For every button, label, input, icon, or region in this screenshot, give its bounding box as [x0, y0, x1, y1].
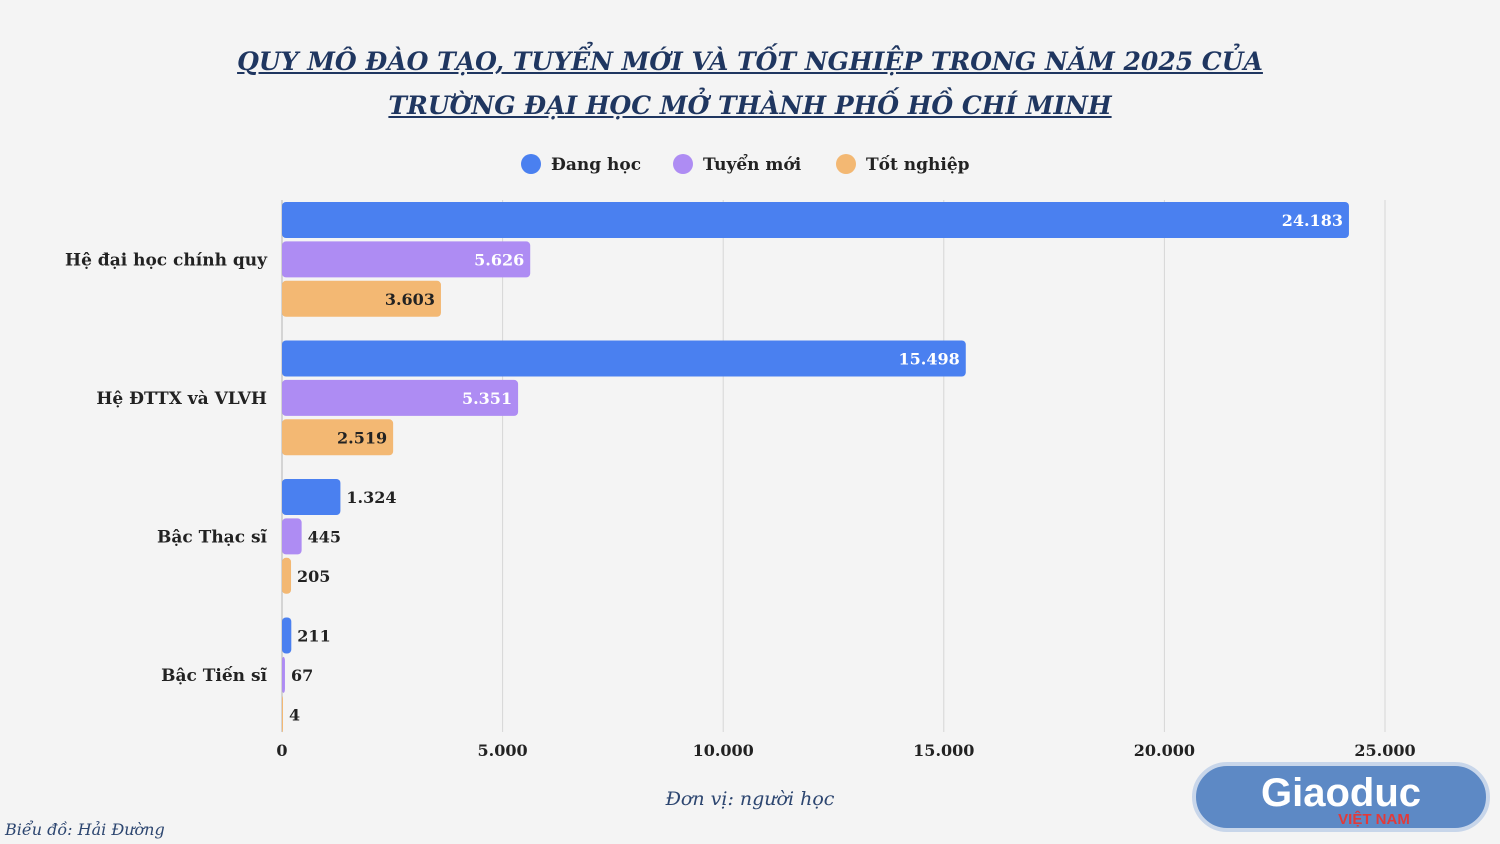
x-tick-label: 25.000: [1354, 741, 1415, 760]
bar: [282, 340, 966, 377]
bar: [282, 518, 302, 555]
bar: [282, 379, 519, 416]
x-tick-label: 10.000: [693, 741, 754, 760]
data-label: 445: [308, 527, 341, 546]
data-label: 211: [297, 627, 330, 646]
bar: [282, 617, 292, 654]
category-label: Bậc Tiến sĩ: [161, 666, 267, 686]
data-label: 4: [289, 705, 300, 724]
x-tick-label: 0: [276, 741, 287, 760]
bar: [282, 419, 394, 456]
legend-swatch: [521, 154, 541, 174]
data-label: 5.351: [462, 389, 512, 408]
bar: [282, 656, 285, 693]
data-label: 205: [297, 567, 330, 586]
bar: [282, 557, 292, 594]
unit-note: Đơn vị: người học: [665, 788, 835, 810]
data-label: 15.498: [899, 350, 960, 369]
x-tick-label: 15.000: [913, 741, 974, 760]
bar: [282, 479, 341, 515]
bar: [282, 280, 441, 317]
data-label: 5.626: [474, 250, 524, 269]
data-label: 3.603: [385, 290, 435, 309]
logo-subtext: VIỆT NAM: [1338, 810, 1410, 828]
chart-title-line-2: TRƯỜNG ĐẠI HỌC MỞ THÀNH PHỐ HỒ CHÍ MINH: [388, 91, 1112, 120]
category-label: Hệ ĐTTX và VLVH: [96, 389, 267, 409]
x-tick-label: 20.000: [1134, 741, 1195, 760]
bar: [282, 696, 283, 733]
bar: [282, 241, 531, 278]
legend-label: Tốt nghiệp: [866, 155, 970, 175]
logo-text: Giaoduc: [1261, 771, 1421, 815]
legend-label: Tuyển mới: [703, 153, 802, 175]
category-label: Bậc Thạc sĩ: [157, 527, 268, 547]
data-label: 2.519: [337, 428, 387, 447]
data-label: 1.324: [346, 488, 396, 507]
bar: [282, 202, 1349, 238]
category-label: Hệ đại học chính quy: [65, 250, 268, 270]
legend-label: Đang học: [551, 155, 641, 175]
chart-title: QUY MÔ ĐÀO TẠO, TUYỂN MỚI VÀ TỐT NGHIỆP …: [0, 40, 1500, 128]
data-label: 24.183: [1282, 211, 1343, 230]
chart-title-line-1: QUY MÔ ĐÀO TẠO, TUYỂN MỚI VÀ TỐT NGHIỆP …: [237, 47, 1263, 76]
legend-swatch: [673, 154, 693, 174]
legend-swatch: [836, 154, 856, 174]
x-tick-label: 5.000: [478, 741, 528, 760]
data-label: 67: [291, 666, 313, 685]
chart-credit: Biểu đồ: Hải Đường: [5, 820, 165, 839]
giaoduc-logo: Giaoduc VIỆT NAM: [1192, 762, 1490, 832]
